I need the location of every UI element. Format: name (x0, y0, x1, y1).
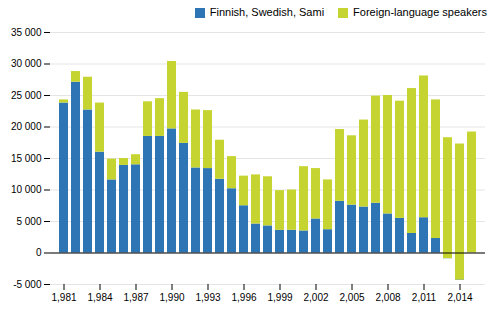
svg-text:5 000: 5 000 (16, 216, 41, 227)
svg-text:1,984: 1,984 (87, 292, 112, 303)
svg-text:15 000: 15 000 (11, 153, 42, 164)
svg-text:35 000: 35 000 (11, 27, 42, 38)
svg-text:0: 0 (36, 247, 42, 258)
svg-text:25 000: 25 000 (11, 90, 42, 101)
svg-text:2,014: 2,014 (447, 292, 472, 303)
svg-text:10 000: 10 000 (11, 184, 42, 195)
svg-text:2,011: 2,011 (412, 292, 437, 303)
svg-text:1,996: 1,996 (231, 292, 256, 303)
svg-text:1,981: 1,981 (51, 292, 76, 303)
svg-text:2,008: 2,008 (375, 292, 400, 303)
svg-text:30 000: 30 000 (11, 58, 42, 69)
svg-text:1,990: 1,990 (159, 292, 184, 303)
html-text:Finnish, Swedish, Sami: Finnish, Swedish, Sami (209, 6, 325, 18)
svg-text:1,987: 1,987 (123, 292, 148, 303)
svg-text:1,999: 1,999 (267, 292, 292, 303)
svg-text:2,002: 2,002 (303, 292, 328, 303)
svg-text:-5 000: -5 000 (13, 279, 42, 290)
html-text:Foreign-language speakers: Foreign-language speakers (353, 6, 487, 18)
svg-text:1,993: 1,993 (195, 292, 220, 303)
svg-text:2,005: 2,005 (339, 292, 364, 303)
svg-text:20 000: 20 000 (11, 121, 42, 132)
